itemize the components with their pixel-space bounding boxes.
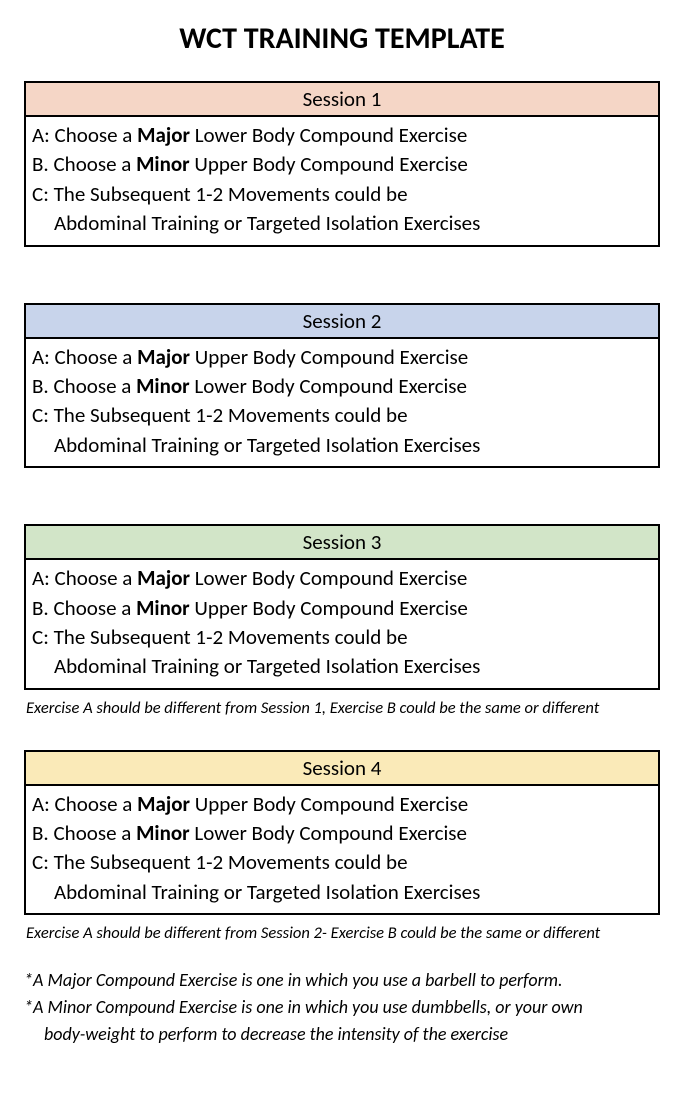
row-a-bold: Major <box>137 565 190 591</box>
session-row-c1: C: The Subsequent 1-2 Movements could be <box>32 401 652 430</box>
row-a-post: Upper Body Compound Exercise <box>190 344 468 370</box>
note-line-2: *A Minor Compound Exercise is one in whi… <box>24 994 660 1021</box>
session-header-3: Session 3 <box>24 524 660 558</box>
row-b-post: Upper Body Compound Exercise <box>190 595 468 621</box>
row-a-bold: Major <box>137 344 190 370</box>
row-b-bold: Minor <box>136 373 190 399</box>
row-a-post: Lower Body Compound Exercise <box>190 565 467 591</box>
session-row-a: A: Choose a Major Upper Body Compound Ex… <box>32 343 652 372</box>
session-block-3: Session 3 A: Choose a Major Lower Body C… <box>24 524 660 690</box>
row-b-bold: Minor <box>136 595 190 621</box>
session-block-1: Session 1 A: Choose a Major Lower Body C… <box>24 81 660 247</box>
session-row-c2: Abdominal Training or Targeted Isolation… <box>32 878 652 907</box>
session-row-c1: C: The Subsequent 1-2 Movements could be <box>32 180 652 209</box>
session-body-3: A: Choose a Major Lower Body Compound Ex… <box>24 558 660 690</box>
session-row-c2: Abdominal Training or Targeted Isolation… <box>32 431 652 460</box>
page-title: WCT TRAINING TEMPLATE <box>24 20 660 57</box>
session-row-b: B. Choose a Minor Lower Body Compound Ex… <box>32 372 652 401</box>
session-body-4: A: Choose a Major Upper Body Compound Ex… <box>24 784 660 916</box>
row-b-bold: Minor <box>136 820 190 846</box>
note-line-3: body-weight to perform to decrease the i… <box>24 1021 660 1048</box>
session-4-footnote: Exercise A should be different from Sess… <box>24 923 660 943</box>
session-header-4: Session 4 <box>24 750 660 784</box>
session-row-a: A: Choose a Major Lower Body Compound Ex… <box>32 564 652 593</box>
row-b-bold: Minor <box>136 151 190 177</box>
row-b-pre: B. Choose a <box>32 820 136 846</box>
row-a-bold: Major <box>137 122 190 148</box>
session-header-1: Session 1 <box>24 81 660 115</box>
note-line-1: *A Major Compound Exercise is one in whi… <box>24 967 660 994</box>
row-b-post: Lower Body Compound Exercise <box>190 373 467 399</box>
row-a-post: Lower Body Compound Exercise <box>190 122 467 148</box>
session-3-footnote: Exercise A should be different from Sess… <box>24 698 660 718</box>
row-a-post: Upper Body Compound Exercise <box>190 791 468 817</box>
row-a-bold: Major <box>137 791 190 817</box>
session-body-2: A: Choose a Major Upper Body Compound Ex… <box>24 337 660 469</box>
session-row-c2: Abdominal Training or Targeted Isolation… <box>32 209 652 238</box>
row-a-pre: A: Choose a <box>32 791 137 817</box>
row-b-post: Upper Body Compound Exercise <box>190 151 468 177</box>
notes-section: *A Major Compound Exercise is one in whi… <box>24 967 660 1048</box>
session-row-c2: Abdominal Training or Targeted Isolation… <box>32 652 652 681</box>
row-b-post: Lower Body Compound Exercise <box>190 820 467 846</box>
session-header-2: Session 2 <box>24 303 660 337</box>
row-a-pre: A: Choose a <box>32 122 137 148</box>
session-row-b: B. Choose a Minor Lower Body Compound Ex… <box>32 819 652 848</box>
session-row-c1: C: The Subsequent 1-2 Movements could be <box>32 623 652 652</box>
row-b-pre: B. Choose a <box>32 595 136 621</box>
row-a-pre: A: Choose a <box>32 565 137 591</box>
session-row-a: A: Choose a Major Upper Body Compound Ex… <box>32 790 652 819</box>
session-body-1: A: Choose a Major Lower Body Compound Ex… <box>24 115 660 247</box>
session-block-4: Session 4 A: Choose a Major Upper Body C… <box>24 750 660 916</box>
session-row-a: A: Choose a Major Lower Body Compound Ex… <box>32 121 652 150</box>
row-b-pre: B. Choose a <box>32 373 136 399</box>
row-b-pre: B. Choose a <box>32 151 136 177</box>
row-a-pre: A: Choose a <box>32 344 137 370</box>
session-row-c1: C: The Subsequent 1-2 Movements could be <box>32 848 652 877</box>
session-row-b: B. Choose a Minor Upper Body Compound Ex… <box>32 150 652 179</box>
session-block-2: Session 2 A: Choose a Major Upper Body C… <box>24 303 660 469</box>
session-row-b: B. Choose a Minor Upper Body Compound Ex… <box>32 594 652 623</box>
